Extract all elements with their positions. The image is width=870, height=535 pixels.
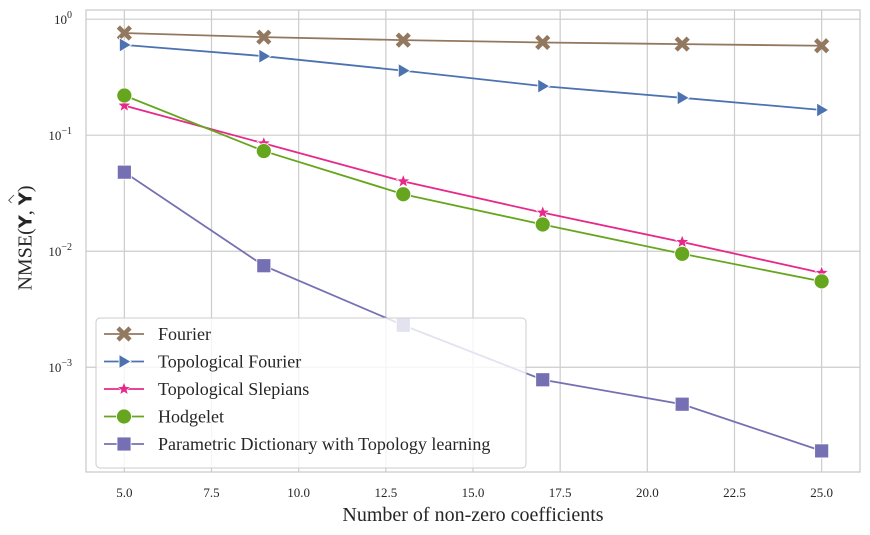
series-line bbox=[124, 94, 822, 283]
series-line bbox=[124, 104, 822, 274]
x-marker-stroke bbox=[116, 25, 132, 41]
x-marker-stroke bbox=[814, 38, 830, 54]
data-point-marker bbox=[395, 186, 412, 203]
x-tick-label: 10.0 bbox=[287, 485, 310, 500]
series-0 bbox=[116, 25, 830, 54]
series-line bbox=[124, 44, 822, 111]
data-point-marker bbox=[119, 37, 133, 53]
data-point-marker bbox=[116, 326, 132, 342]
x-tick-label: 22.5 bbox=[723, 485, 746, 500]
data-point-marker bbox=[535, 204, 551, 219]
data-point-marker bbox=[534, 216, 551, 233]
data-point-marker bbox=[258, 48, 272, 64]
y-axis-title: NMSE(Y, Y) bbox=[14, 185, 37, 291]
x-marker-stroke bbox=[256, 29, 272, 45]
data-point-marker bbox=[116, 25, 132, 41]
data-point-marker bbox=[116, 436, 132, 452]
x-tick-label: 25.0 bbox=[810, 485, 833, 500]
legend-box bbox=[95, 317, 527, 469]
series-layer bbox=[116, 25, 830, 459]
x-tick-label: 12.5 bbox=[374, 485, 397, 500]
legend: Fourier Topological Fourier Topological Sl… bbox=[95, 317, 527, 469]
y-tick-label: 100 bbox=[54, 10, 72, 27]
data-point-marker bbox=[674, 234, 690, 249]
legend-entry: Hodgelet bbox=[104, 407, 224, 427]
data-point-marker bbox=[116, 97, 132, 112]
y-axis-title-y: Y bbox=[15, 215, 37, 229]
series-line bbox=[124, 32, 822, 47]
data-point-marker bbox=[674, 245, 691, 262]
legend-entry: Fourier bbox=[104, 324, 211, 344]
data-point-marker bbox=[395, 173, 411, 188]
data-point-marker bbox=[256, 29, 272, 45]
legend-label: Fourier bbox=[158, 324, 211, 344]
data-point-marker bbox=[116, 381, 132, 396]
data-point-marker bbox=[116, 87, 133, 104]
x-marker-stroke bbox=[395, 32, 411, 48]
x-tick-label: 5.0 bbox=[116, 485, 132, 500]
data-point-marker bbox=[814, 443, 830, 459]
legend-label: Topological Slepians bbox=[158, 379, 309, 399]
tick-labels: 5.0 7.5 10.0 12.5 15.0 17.5 20.0 22.5 25.0 100 10−… bbox=[48, 10, 833, 500]
series-3 bbox=[116, 87, 830, 290]
legend-label: Hodgelet bbox=[158, 407, 224, 427]
x-marker-stroke bbox=[674, 36, 690, 52]
data-point-marker bbox=[674, 396, 690, 412]
data-point-marker bbox=[535, 372, 551, 388]
legend-entry: Parametric Dictionary with Topology lear… bbox=[104, 434, 490, 454]
x-tick-label: 15.0 bbox=[462, 485, 485, 500]
y-tick-label: 10−1 bbox=[48, 126, 72, 143]
series-1 bbox=[119, 37, 830, 118]
data-point-marker bbox=[816, 102, 830, 118]
data-point-marker bbox=[116, 164, 132, 180]
data-point-marker bbox=[118, 353, 132, 370]
y-tick-label: 10−3 bbox=[48, 358, 72, 375]
data-point-marker bbox=[535, 34, 551, 51]
x-marker-stroke bbox=[535, 34, 551, 51]
x-marker-stroke bbox=[116, 326, 132, 342]
y-axis-title-yhat: Y bbox=[15, 192, 37, 206]
x-axis-title: Number of non-zero coefficients bbox=[342, 504, 603, 526]
data-point-marker bbox=[676, 90, 690, 106]
data-point-marker bbox=[397, 62, 412, 79]
data-point-marker bbox=[814, 38, 830, 54]
legend-entry: Topological Fourier bbox=[104, 352, 301, 372]
data-point-marker bbox=[256, 258, 272, 274]
series-2 bbox=[116, 97, 830, 280]
data-point-marker bbox=[674, 36, 690, 52]
y-axis-title-prefix: NMSE bbox=[14, 234, 37, 291]
x-tick-label: 20.0 bbox=[636, 485, 659, 500]
data-point-marker bbox=[255, 143, 272, 159]
x-tick-label: 7.5 bbox=[203, 485, 219, 500]
legend-label: Parametric Dictionary with Topology lear… bbox=[158, 434, 490, 454]
legend-entry: Topological Slepians bbox=[104, 379, 309, 399]
data-point-marker bbox=[395, 32, 411, 48]
data-point-marker bbox=[537, 78, 551, 94]
data-point-marker bbox=[813, 273, 830, 290]
y-tick-label: 10−2 bbox=[48, 242, 72, 259]
x-tick-label: 17.5 bbox=[549, 485, 572, 500]
legend-label: Topological Fourier bbox=[158, 352, 301, 372]
data-point-marker bbox=[116, 408, 132, 425]
